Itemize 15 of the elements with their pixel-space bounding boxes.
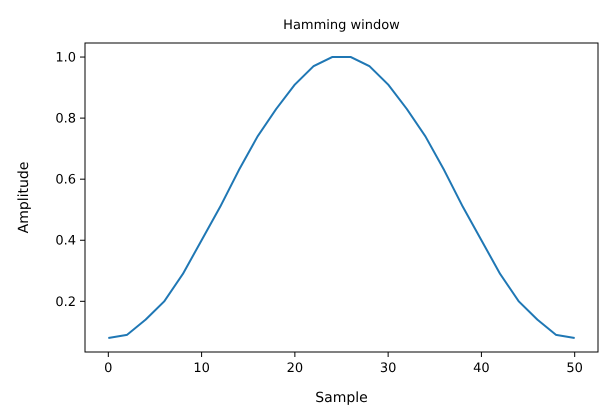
- x-tick-label: 20: [286, 361, 304, 376]
- y-tick-label: 1.0: [55, 50, 76, 66]
- chart-title: Hamming window: [283, 18, 400, 33]
- y-tick-label: 0.2: [55, 294, 76, 310]
- y-tick-label: 0.6: [55, 172, 76, 188]
- y-tick-label: 0.4: [55, 234, 76, 249]
- x-tick-label: 10: [193, 361, 210, 376]
- x-tick-label: 40: [473, 361, 490, 376]
- x-tick-label: 50: [566, 361, 583, 376]
- x-axis-title: Sample: [315, 390, 368, 406]
- x-tick-label: 30: [380, 361, 396, 376]
- x-tick-label: 0: [104, 361, 112, 376]
- line-series: [107, 56, 576, 339]
- y-axis-title: Amplitude: [16, 162, 32, 234]
- y-tick-label: 0.8: [55, 112, 76, 127]
